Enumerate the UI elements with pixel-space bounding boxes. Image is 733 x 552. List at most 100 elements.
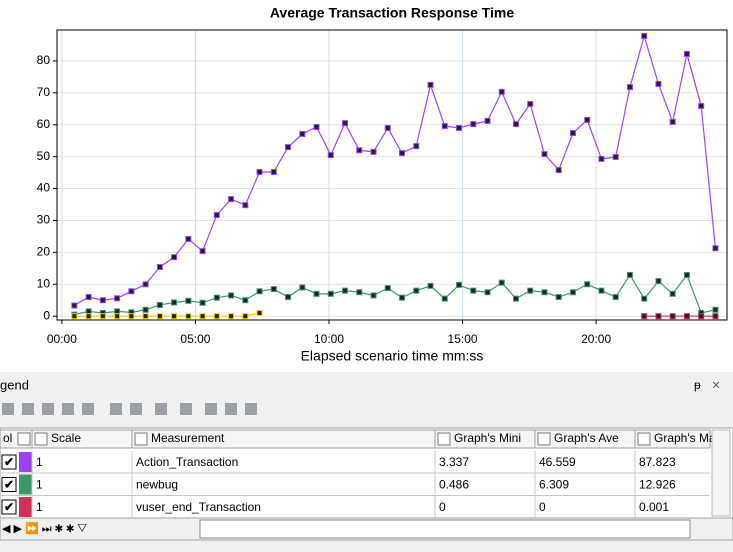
- tool-button[interactable]: [2, 403, 14, 415]
- cell: 1: [36, 500, 43, 514]
- data-point: [414, 288, 419, 293]
- data-point: [186, 236, 191, 241]
- close-button[interactable]: ×: [712, 377, 720, 393]
- data-point: [157, 314, 162, 319]
- data-point: [100, 314, 105, 319]
- y-tick-label: 70: [37, 85, 51, 99]
- cell: newbug: [136, 478, 178, 492]
- pin-button[interactable]: ᵽ: [694, 378, 701, 392]
- tool-button[interactable]: [245, 403, 257, 415]
- y-tick-label: 20: [37, 245, 51, 259]
- filter-dropdown[interactable]: [135, 433, 147, 445]
- y-tick-label: 50: [37, 149, 51, 163]
- data-point: [72, 303, 77, 308]
- data-point: [172, 255, 177, 260]
- data-point: [627, 85, 632, 90]
- tool-button[interactable]: [130, 403, 142, 415]
- data-point: [115, 296, 120, 301]
- data-point: [670, 314, 675, 319]
- data-point: [699, 314, 704, 319]
- tool-button[interactable]: [22, 403, 34, 415]
- navigation-buttons[interactable]: ◀ ▶ ⏩ ⏭ ✱ ✱ ▽: [2, 522, 87, 535]
- data-point: [172, 314, 177, 319]
- y-tick-label: 60: [37, 117, 51, 131]
- chart-title: Average Transaction Response Time: [270, 5, 515, 21]
- data-point: [143, 282, 148, 287]
- tool-button[interactable]: [62, 403, 74, 415]
- data-point: [186, 298, 191, 303]
- data-point: [385, 286, 390, 291]
- check-mark: ✔: [4, 478, 14, 492]
- tool-button[interactable]: [110, 403, 122, 415]
- vertical-scrollbar[interactable]: [712, 430, 730, 516]
- data-point: [599, 156, 604, 161]
- data-point: [542, 290, 547, 295]
- y-tick-label: 10: [37, 276, 51, 290]
- data-point: [229, 314, 234, 319]
- data-point: [328, 153, 333, 158]
- horizontal-scrollbar[interactable]: [200, 520, 690, 538]
- x-axis-title: Elapsed scenario time mm:ss: [301, 348, 484, 364]
- x-tick-label: 00:00: [47, 332, 77, 346]
- data-point: [214, 213, 219, 218]
- data-point: [499, 89, 504, 94]
- data-point: [585, 117, 590, 122]
- data-point: [442, 124, 447, 129]
- data-point: [86, 314, 91, 319]
- data-point: [143, 314, 148, 319]
- data-point: [229, 293, 234, 298]
- data-point: [72, 314, 77, 319]
- data-point: [684, 51, 689, 56]
- y-tick-label: 30: [37, 213, 51, 227]
- data-point: [414, 144, 419, 149]
- data-point: [599, 288, 604, 293]
- tool-button[interactable]: [42, 403, 54, 415]
- tool-button[interactable]: [180, 403, 192, 415]
- data-point: [528, 288, 533, 293]
- filter-dropdown[interactable]: [538, 433, 550, 445]
- data-point: [300, 132, 305, 137]
- data-point: [371, 149, 376, 154]
- tool-button[interactable]: [155, 403, 167, 415]
- data-point: [172, 300, 177, 305]
- data-point: [286, 145, 291, 150]
- data-point: [400, 295, 405, 300]
- column-header-label: Graph's Ave: [554, 431, 619, 445]
- data-point: [115, 314, 120, 319]
- y-tick-label: 40: [37, 181, 51, 195]
- data-point: [200, 249, 205, 254]
- data-point: [86, 295, 91, 300]
- data-point: [385, 125, 390, 130]
- tool-button[interactable]: [205, 403, 217, 415]
- filter-dropdown[interactable]: [638, 433, 650, 445]
- x-tick-label: 05:00: [180, 332, 210, 346]
- data-point: [428, 283, 433, 288]
- data-point: [157, 303, 162, 308]
- data-point: [371, 293, 376, 298]
- data-point: [200, 300, 205, 305]
- data-point: [684, 314, 689, 319]
- filter-dropdown[interactable]: [18, 433, 30, 445]
- filter-dropdown[interactable]: [438, 433, 450, 445]
- data-point: [229, 197, 234, 202]
- data-point: [613, 295, 618, 300]
- data-point: [642, 296, 647, 301]
- data-point: [343, 121, 348, 126]
- data-point: [713, 307, 718, 312]
- x-tick-label: 10:00: [314, 332, 344, 346]
- series-color: [19, 452, 32, 472]
- tool-button[interactable]: [82, 403, 94, 415]
- cell: Action_Transaction: [136, 455, 238, 469]
- series-color: [19, 475, 32, 495]
- tool-button[interactable]: [225, 403, 237, 415]
- data-point: [684, 273, 689, 278]
- filter-dropdown[interactable]: [35, 433, 47, 445]
- data-point: [343, 288, 348, 293]
- data-point: [214, 314, 219, 319]
- check-mark: ✔: [4, 455, 14, 469]
- data-point: [499, 280, 504, 285]
- data-point: [713, 246, 718, 251]
- data-point: [585, 282, 590, 287]
- column-header-label: Graph's Mini: [454, 431, 521, 445]
- data-point: [400, 151, 405, 156]
